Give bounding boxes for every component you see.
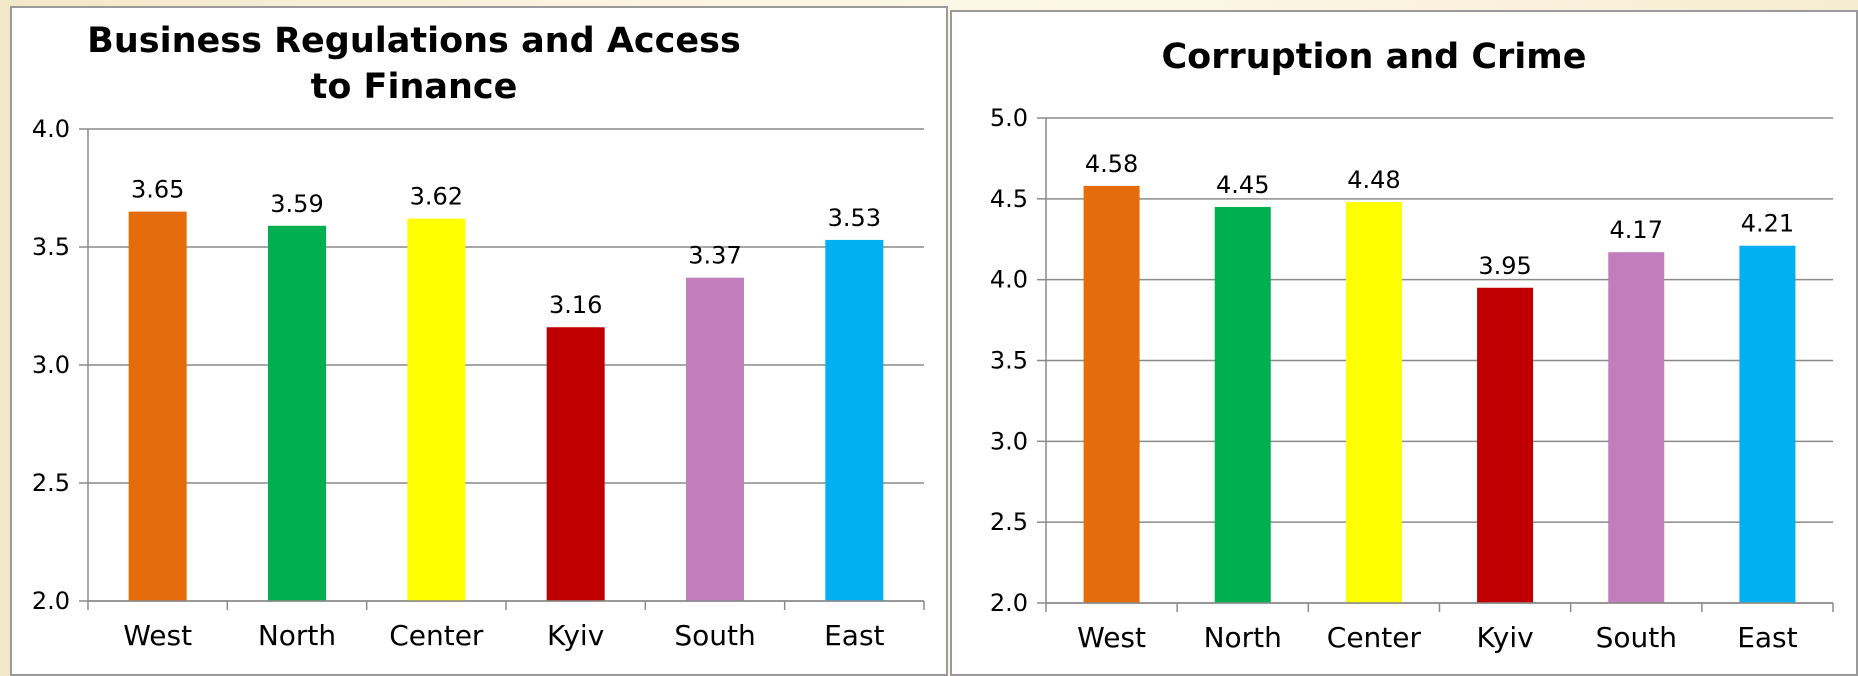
y-tick-label: 3.0: [990, 427, 1028, 455]
data-label: 4.48: [1347, 166, 1400, 194]
x-tick-label: East: [1737, 621, 1797, 654]
y-tick-label: 3.0: [32, 351, 70, 379]
x-tick-label: Kyiv: [1476, 621, 1533, 654]
data-label: 3.59: [270, 190, 323, 218]
x-tick-label: West: [1077, 621, 1146, 654]
x-tick-label: Kyiv: [547, 619, 604, 652]
chart-title: Corruption and Crime: [1161, 37, 1587, 77]
bar-east: [1739, 245, 1796, 603]
x-tick-label: Center: [389, 619, 484, 652]
y-tick-label: 5.0: [990, 104, 1028, 132]
bar-north: [268, 225, 326, 601]
x-tick-label: North: [1204, 621, 1282, 654]
y-tick-label: 3.5: [32, 233, 70, 261]
bar-east: [825, 239, 884, 602]
data-label: 3.16: [549, 291, 602, 319]
chart-title: Business Regulations and Access to Finan…: [87, 21, 741, 107]
bar-chart-corruption-crime: 2.0 2.5 3.0 3.5 4.0 4.5 5.0 4.58 4.45 4.48 3.95 4.1…: [990, 104, 1834, 654]
y-tick-label: 2.5: [990, 508, 1028, 536]
bar-north: [1214, 206, 1271, 603]
y-tick-label: 4.0: [990, 266, 1028, 294]
x-tick-label: Center: [1327, 621, 1422, 654]
bar-chart-business-regulations: 2.0 2.5 3.0 3.5 4.0 3.65 3.59 3.62 3.16 3.37 3.53 W…: [32, 115, 925, 652]
data-label: 4.58: [1085, 150, 1138, 178]
x-tick-label: South: [1596, 621, 1677, 654]
chart-panel-corruption-crime: Corruption and Crime 2.0 2.5 3.0 3.5 4.0 4.5 5…: [950, 10, 1858, 676]
x-tick-label: East: [824, 619, 884, 652]
data-label: 3.95: [1478, 252, 1531, 280]
y-tick-label: 4.5: [990, 185, 1028, 213]
data-label: 3.65: [131, 176, 184, 204]
data-label: 4.17: [1610, 216, 1663, 244]
data-label: 4.45: [1216, 171, 1269, 199]
data-label: 3.37: [688, 242, 741, 270]
bar-west: [1083, 185, 1140, 603]
y-tick-label: 2.0: [990, 589, 1028, 617]
bar-kyiv: [1477, 287, 1534, 603]
chart-panel-business-regulations: Business Regulations and Access to Finan…: [10, 6, 948, 676]
x-tick-label: West: [123, 619, 192, 652]
data-label: 3.53: [828, 204, 881, 232]
y-tick-label: 3.5: [990, 347, 1028, 375]
bar-kyiv: [546, 327, 605, 601]
y-tick-label: 2.0: [32, 587, 70, 615]
bar-center: [407, 218, 466, 601]
data-label: 4.21: [1741, 210, 1794, 238]
bar-center: [1345, 202, 1402, 604]
data-label: 3.62: [410, 183, 463, 211]
x-tick-label: South: [674, 619, 755, 652]
x-tick-label: North: [258, 619, 336, 652]
y-tick-label: 2.5: [32, 469, 70, 497]
bar-west: [128, 211, 187, 601]
bar-south: [686, 277, 744, 601]
y-tick-label: 4.0: [32, 115, 70, 143]
bar-south: [1608, 252, 1665, 603]
